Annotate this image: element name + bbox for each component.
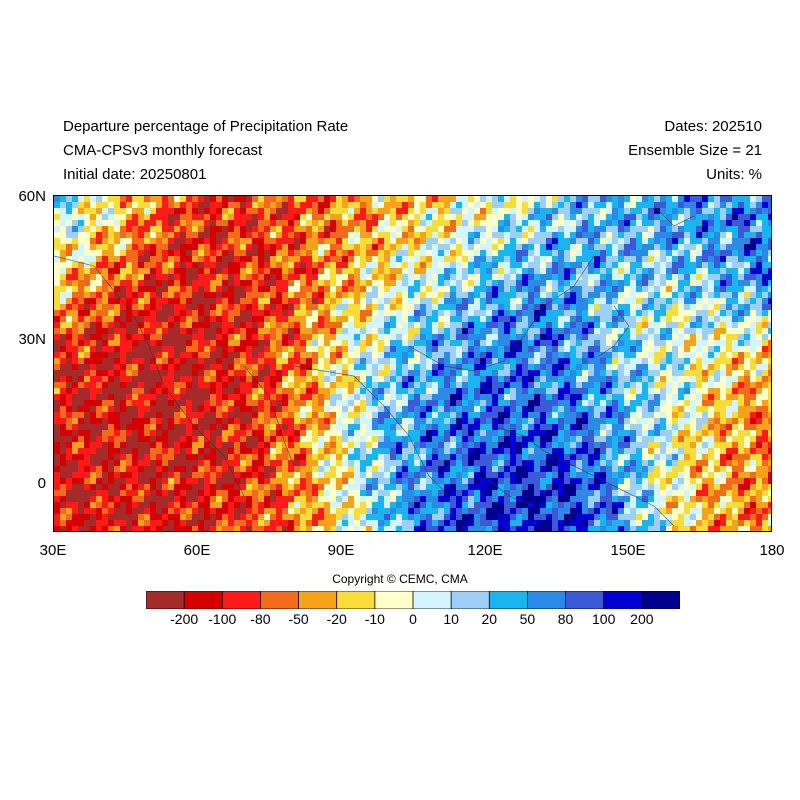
colorbar-bin-3 <box>260 591 300 609</box>
colorbar-label: -200 <box>170 611 199 627</box>
colorbar-bin-13 <box>641 591 680 609</box>
initial-date: Initial date: 20250801 <box>63 166 207 183</box>
lon-label-30e: 30E <box>39 542 67 559</box>
colorbar-label: 80 <box>557 611 574 627</box>
colorbar-label: 200 <box>630 611 654 627</box>
copyright-notice: Copyright © CEMC, CMA <box>332 572 468 586</box>
coastline <box>408 255 595 372</box>
coastline <box>493 425 675 527</box>
colorbar-bin-9 <box>488 591 529 609</box>
lat-label-60n: 60N <box>18 188 46 205</box>
lon-label-120e: 120E <box>467 542 503 559</box>
colorbar-bin-0 <box>146 591 185 609</box>
coastline <box>598 305 630 357</box>
map-field <box>54 196 771 531</box>
colorbar-bin-12 <box>603 591 643 609</box>
lon-label-90e: 90E <box>327 542 355 559</box>
ensemble-size: Ensemble Size = 21 <box>628 142 762 159</box>
colorbar-label: 50 <box>519 611 536 627</box>
colorbar-bin-6 <box>374 591 414 609</box>
lat-label-0: 0 <box>37 475 46 492</box>
lon-label-180: 180 <box>759 542 785 559</box>
colorbar-label: -10 <box>364 611 385 627</box>
coastline <box>243 365 295 467</box>
colorbar-label: -80 <box>250 611 271 627</box>
title: Departure percentage of Precipitation Ra… <box>63 118 349 135</box>
lat-label-30n: 30N <box>18 331 46 348</box>
forecast-dates: Dates: 202510 <box>664 118 762 135</box>
lon-label-60e: 60E <box>183 542 211 559</box>
precipitation-anomaly-map <box>53 195 772 532</box>
colorbar-label: -20 <box>326 611 347 627</box>
colorbar-label: -100 <box>208 611 237 627</box>
colorbar-bin-11 <box>565 591 605 609</box>
coastline <box>293 365 450 497</box>
colorbar-label: 100 <box>592 611 616 627</box>
colorbar <box>146 591 680 609</box>
coastline <box>54 255 245 497</box>
units: Units: % <box>706 166 762 183</box>
colorbar-bin-10 <box>527 591 567 609</box>
colorbar-bin-8 <box>450 591 490 609</box>
colorbar-label: -50 <box>288 611 309 627</box>
lon-label-150e: 150E <box>610 542 646 559</box>
colorbar-bin-2 <box>221 591 262 609</box>
colorbar-bin-1 <box>183 591 223 609</box>
coastline <box>653 205 695 227</box>
colorbar-label: 0 <box>409 611 417 627</box>
colorbar-bin-4 <box>298 591 338 609</box>
colorbar-label: 10 <box>443 611 459 627</box>
coastline <box>483 475 535 507</box>
colorbar-label: 20 <box>481 611 498 627</box>
colorbar-bin-7 <box>412 591 452 609</box>
colorbar-bin-5 <box>336 591 376 609</box>
model-name: CMA-CPSv3 monthly forecast <box>63 142 263 159</box>
